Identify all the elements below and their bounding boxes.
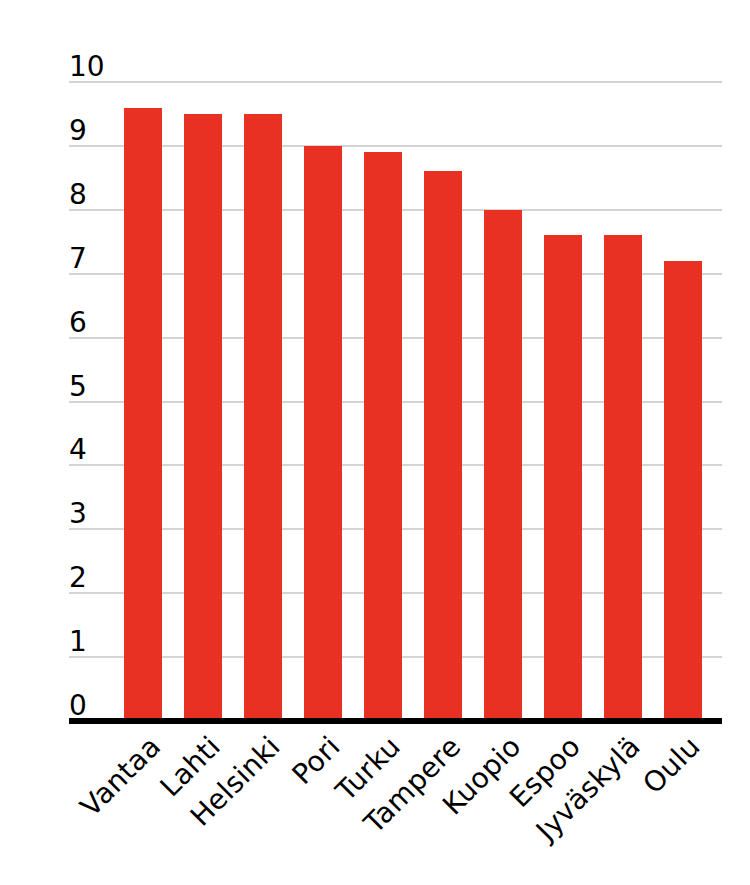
y-tick-label: 4	[69, 436, 87, 464]
y-tick-label: 2	[69, 564, 87, 592]
y-tick-label: 1	[69, 628, 87, 656]
gridline-y10	[69, 81, 722, 83]
y-tick-label: 8	[69, 181, 87, 209]
y-tick-label: 6	[69, 309, 87, 337]
bar-pori	[304, 146, 342, 721]
y-tick-label: 7	[69, 245, 87, 273]
y-tick-label: 3	[69, 500, 87, 528]
bar-chart: 012345678910VantaaLahtiHelsinkiPoriTurku…	[0, 0, 750, 885]
y-tick-label: 5	[69, 373, 87, 401]
y-tick-label: 9	[69, 117, 87, 145]
bar-jyväskylä	[604, 235, 642, 721]
gridline-y9	[69, 145, 722, 147]
bar-espoo	[544, 235, 582, 721]
x-tick-label: Vantaa	[76, 732, 166, 822]
bar-turku	[364, 152, 402, 721]
bar-oulu	[664, 261, 702, 721]
bar-tampere	[424, 171, 462, 721]
x-tick-label: Oulu	[639, 732, 706, 799]
y-tick-label: 0	[69, 692, 87, 720]
x-axis-line	[69, 718, 722, 724]
bar-vantaa	[124, 108, 162, 721]
y-tick-label: 10	[69, 53, 105, 81]
bar-helsinki	[244, 114, 282, 721]
bar-kuopio	[484, 210, 522, 721]
bar-lahti	[184, 114, 222, 721]
